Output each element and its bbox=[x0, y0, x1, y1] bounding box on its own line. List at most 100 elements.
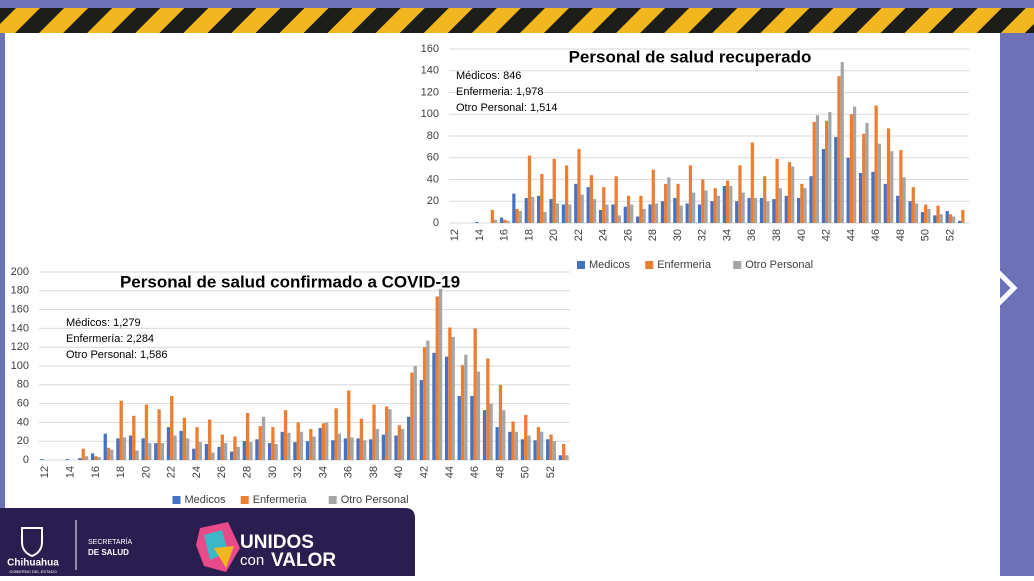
bar bbox=[144, 404, 149, 460]
bar bbox=[499, 217, 504, 223]
bar bbox=[486, 358, 490, 460]
bar bbox=[524, 414, 528, 460]
bar bbox=[952, 216, 956, 223]
bar bbox=[388, 409, 392, 460]
bar bbox=[493, 219, 498, 223]
x-tick-label: 34 bbox=[721, 229, 733, 241]
bar bbox=[565, 165, 569, 223]
bar bbox=[592, 199, 597, 223]
bar bbox=[623, 206, 627, 223]
bar bbox=[589, 175, 593, 223]
x-tick-label: 48 bbox=[895, 229, 907, 241]
bar bbox=[688, 165, 693, 223]
bar bbox=[902, 177, 906, 223]
bar bbox=[936, 205, 940, 223]
bar bbox=[157, 409, 161, 460]
bar bbox=[713, 188, 717, 223]
next-arrow[interactable] bbox=[992, 266, 1018, 310]
x-tick-label: 36 bbox=[746, 229, 758, 241]
government: GOBIERNO DEL ESTADO bbox=[9, 569, 57, 574]
bar bbox=[825, 120, 829, 223]
bar bbox=[141, 438, 145, 460]
chart-title: Personal de salud confirmado a COVID-19 bbox=[120, 272, 460, 291]
bar bbox=[729, 186, 733, 223]
bar bbox=[602, 187, 606, 223]
footer: Chihuahua GOBIERNO DEL ESTADO SECRETARÍA… bbox=[0, 508, 415, 576]
bar bbox=[648, 204, 652, 223]
x-tick-label: 28 bbox=[647, 229, 659, 241]
bar bbox=[457, 396, 461, 460]
x-tick-label: 24 bbox=[191, 466, 203, 478]
bar bbox=[840, 62, 844, 223]
bar bbox=[920, 212, 925, 223]
bar bbox=[815, 115, 820, 223]
x-tick-label: 34 bbox=[317, 466, 329, 478]
bar bbox=[128, 435, 133, 460]
slogan: VALOR bbox=[271, 550, 336, 571]
bar bbox=[552, 158, 556, 223]
annotation: Otro Personal: 1,514 bbox=[456, 102, 558, 114]
bar bbox=[397, 425, 401, 460]
legend-label: Medicos bbox=[589, 259, 630, 271]
bar bbox=[772, 199, 776, 223]
y-tick-label: 120 bbox=[421, 86, 439, 98]
x-tick-label: 12 bbox=[449, 229, 461, 241]
bar bbox=[664, 183, 668, 223]
bar bbox=[498, 384, 503, 460]
bar bbox=[725, 180, 730, 223]
bar bbox=[363, 440, 367, 460]
bar bbox=[223, 443, 228, 460]
bar bbox=[267, 443, 272, 460]
bar bbox=[927, 208, 931, 223]
bar bbox=[230, 451, 234, 460]
bar bbox=[475, 221, 479, 223]
y-tick-label: 60 bbox=[17, 398, 29, 410]
bar bbox=[204, 444, 209, 460]
bar bbox=[490, 209, 494, 223]
bar bbox=[347, 390, 351, 460]
x-tick-label: 12 bbox=[39, 466, 51, 478]
y-tick-label: 160 bbox=[421, 43, 439, 55]
bar bbox=[552, 441, 556, 460]
annotation: Enfermeria: 1,978 bbox=[456, 86, 543, 98]
bar bbox=[574, 183, 578, 223]
bar bbox=[685, 203, 689, 223]
bar bbox=[939, 214, 943, 223]
x-tick-label: 28 bbox=[242, 466, 254, 478]
bar bbox=[791, 166, 795, 223]
bar bbox=[245, 413, 250, 460]
y-tick-label: 0 bbox=[23, 454, 29, 466]
bar bbox=[432, 352, 436, 460]
bar bbox=[135, 450, 139, 460]
shield-icon bbox=[21, 527, 43, 558]
bar bbox=[852, 106, 857, 223]
bar bbox=[676, 183, 680, 223]
slogan: UNIDOS bbox=[240, 532, 314, 553]
x-tick-label: 20 bbox=[548, 229, 560, 241]
bar bbox=[422, 347, 427, 460]
y-tick-label: 0 bbox=[433, 217, 439, 229]
bar bbox=[385, 406, 389, 460]
x-tick-label: 32 bbox=[292, 466, 304, 478]
bar bbox=[470, 396, 474, 460]
bar bbox=[448, 327, 452, 460]
bar bbox=[506, 220, 510, 223]
bar bbox=[598, 209, 603, 223]
bar bbox=[957, 220, 962, 223]
bar bbox=[305, 441, 310, 460]
bar bbox=[549, 199, 553, 223]
x-tick-label: 38 bbox=[368, 466, 380, 478]
chart-title: Personal de salud recuperado bbox=[569, 47, 812, 66]
x-tick-label: 14 bbox=[474, 229, 486, 241]
bar bbox=[372, 404, 376, 460]
y-tick-label: 60 bbox=[427, 152, 439, 164]
bar bbox=[524, 197, 528, 223]
bar bbox=[337, 433, 342, 460]
bar bbox=[561, 204, 566, 223]
bar bbox=[217, 446, 221, 460]
bar bbox=[716, 195, 721, 223]
bar bbox=[766, 201, 770, 223]
x-tick-label: 50 bbox=[520, 466, 532, 478]
bar bbox=[763, 176, 767, 223]
bar bbox=[154, 443, 158, 460]
